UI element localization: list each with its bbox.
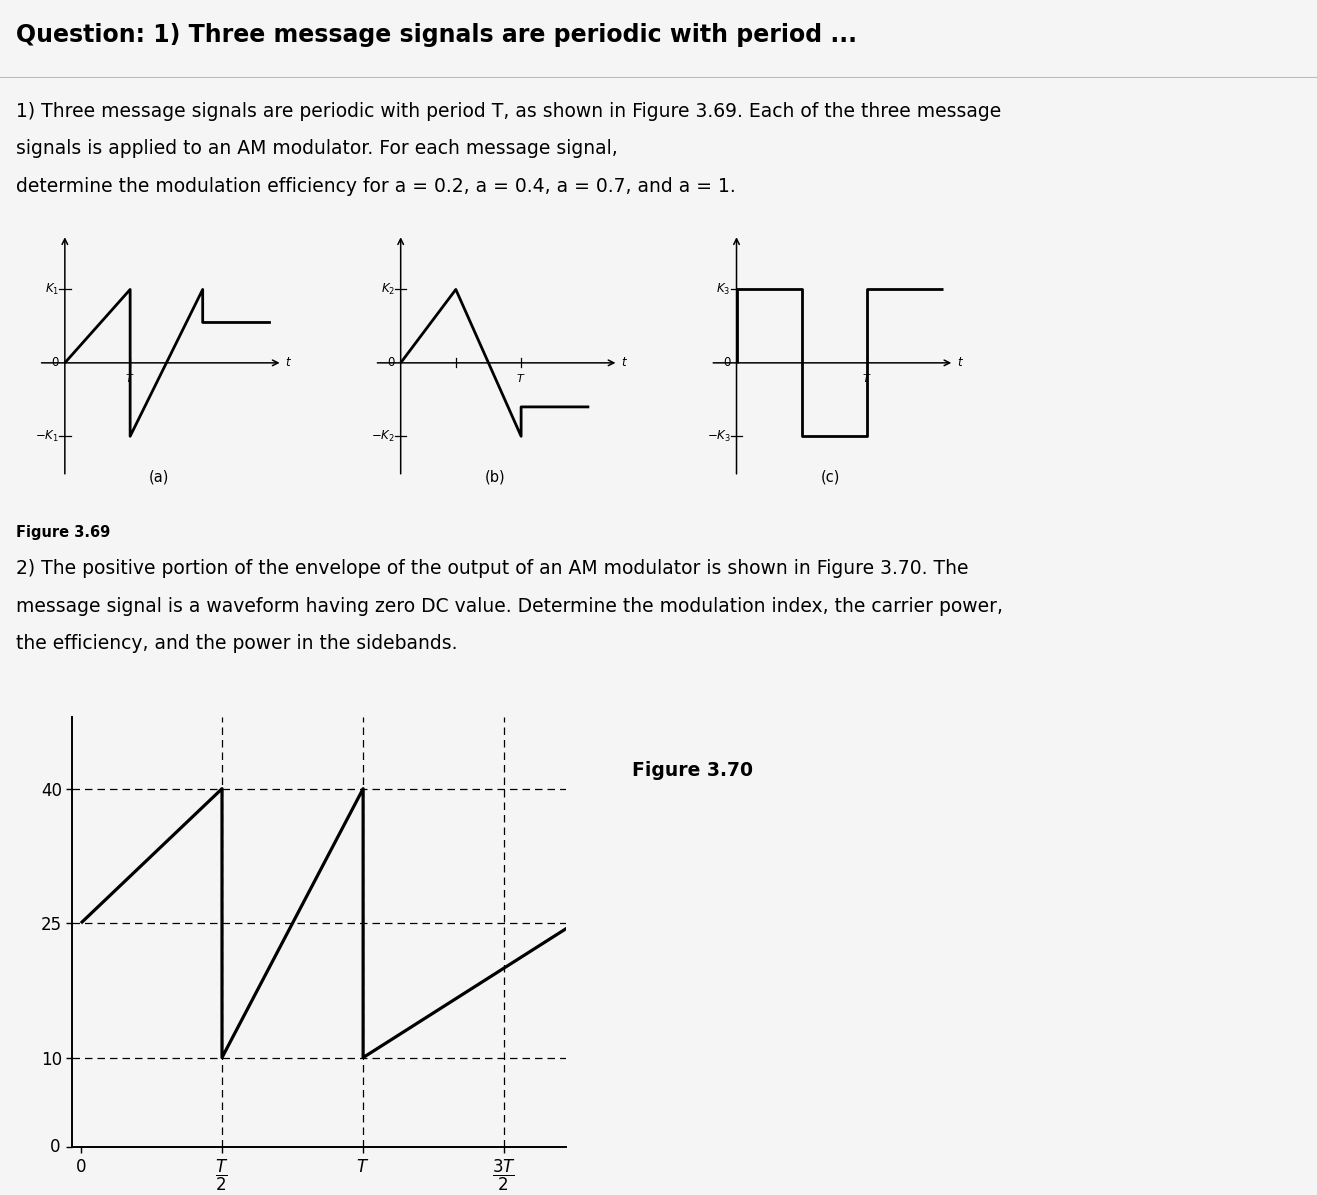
Text: 0: 0 — [51, 356, 59, 369]
Text: $K_1$: $K_1$ — [45, 282, 59, 298]
Text: $-K_3$: $-K_3$ — [707, 429, 731, 443]
Text: Figure 3.69: Figure 3.69 — [16, 525, 111, 540]
Text: $-K_2$: $-K_2$ — [371, 429, 395, 443]
Text: the efficiency, and the power in the sidebands.: the efficiency, and the power in the sid… — [16, 635, 457, 654]
Text: $T$: $T$ — [516, 372, 525, 384]
Text: $t$: $t$ — [957, 356, 964, 369]
Text: $K_3$: $K_3$ — [716, 282, 731, 298]
Text: (b): (b) — [485, 470, 506, 484]
Text: 1) Three message signals are periodic with period T, as shown in Figure 3.69. Ea: 1) Three message signals are periodic wi… — [16, 102, 1001, 121]
Text: 0: 0 — [723, 356, 731, 369]
Text: $t$: $t$ — [622, 356, 628, 369]
Text: $t$: $t$ — [286, 356, 292, 369]
Text: $-K_1$: $-K_1$ — [36, 429, 59, 443]
Text: 2) The positive portion of the envelope of the output of an AM modulator is show: 2) The positive portion of the envelope … — [16, 559, 968, 578]
Text: Question: 1) Three message signals are periodic with period ...: Question: 1) Three message signals are p… — [16, 23, 857, 47]
Text: (a): (a) — [149, 470, 170, 484]
Text: signals is applied to an AM modulator. For each message signal,: signals is applied to an AM modulator. F… — [16, 139, 618, 158]
Text: $K_2$: $K_2$ — [381, 282, 395, 298]
Text: 0: 0 — [50, 1138, 61, 1157]
Text: determine the modulation efficiency for a = 0.2, a = 0.4, a = 0.7, and a = 1.: determine the modulation efficiency for … — [16, 177, 736, 196]
Text: $T$: $T$ — [863, 372, 872, 384]
Text: Figure 3.70: Figure 3.70 — [632, 761, 753, 780]
Text: (c): (c) — [820, 470, 840, 484]
Text: $T$: $T$ — [125, 372, 134, 384]
Text: 0: 0 — [387, 356, 395, 369]
Text: message signal is a waveform having zero DC value. Determine the modulation inde: message signal is a waveform having zero… — [16, 596, 1002, 615]
